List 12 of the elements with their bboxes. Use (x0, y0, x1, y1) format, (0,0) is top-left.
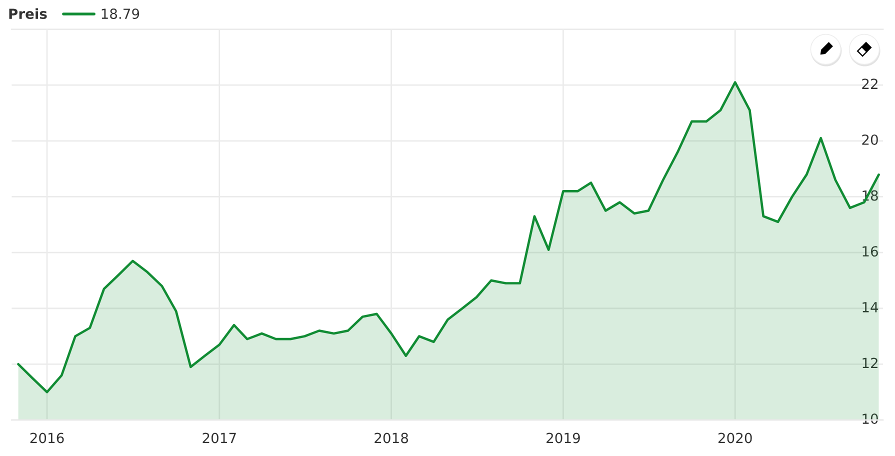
x-tick-label: 2018 (374, 432, 408, 444)
y-tick-label: 20 (862, 134, 878, 145)
legend-label: 18.79 (102, 8, 140, 20)
y-tick-label: 14 (862, 302, 878, 312)
y-tick-label: 22 (862, 78, 878, 89)
x-tick-label: 2020 (718, 432, 752, 444)
y-tick-label: 12 (862, 358, 878, 368)
y-tick-label: 16 (862, 246, 878, 257)
legend-title: Preis (9, 8, 47, 20)
x-tick-label: 2019 (546, 432, 580, 444)
x-tick-label: 2017 (202, 432, 236, 444)
x-tick-label: 2016 (30, 432, 64, 444)
